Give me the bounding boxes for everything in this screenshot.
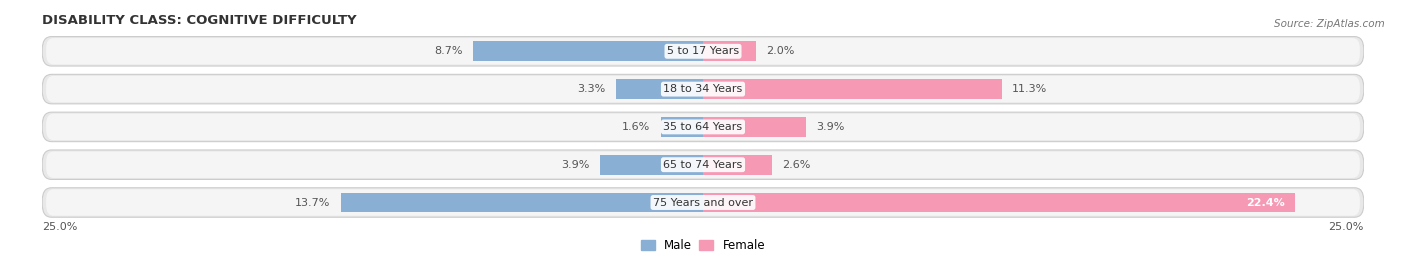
- Bar: [703, 155, 772, 174]
- Bar: [616, 79, 703, 99]
- Text: 25.0%: 25.0%: [1329, 222, 1364, 232]
- Legend: Male, Female: Male, Female: [636, 235, 770, 257]
- Bar: [703, 42, 756, 61]
- Text: 2.6%: 2.6%: [782, 160, 811, 170]
- FancyBboxPatch shape: [42, 150, 1364, 180]
- Text: 18 to 34 Years: 18 to 34 Years: [664, 84, 742, 94]
- Text: 11.3%: 11.3%: [1012, 84, 1047, 94]
- Text: 2.0%: 2.0%: [766, 46, 794, 56]
- Text: 75 Years and over: 75 Years and over: [652, 197, 754, 208]
- Text: 1.6%: 1.6%: [621, 122, 650, 132]
- Text: DISABILITY CLASS: COGNITIVE DIFFICULTY: DISABILITY CLASS: COGNITIVE DIFFICULTY: [42, 14, 357, 27]
- Bar: [472, 42, 703, 61]
- Bar: [340, 193, 703, 212]
- Text: 3.3%: 3.3%: [576, 84, 605, 94]
- FancyBboxPatch shape: [42, 36, 1364, 66]
- Text: 35 to 64 Years: 35 to 64 Years: [664, 122, 742, 132]
- Bar: [703, 79, 1001, 99]
- FancyBboxPatch shape: [42, 74, 1364, 104]
- Bar: [661, 117, 703, 137]
- FancyBboxPatch shape: [46, 38, 1360, 65]
- Text: 3.9%: 3.9%: [817, 122, 845, 132]
- FancyBboxPatch shape: [46, 189, 1360, 216]
- Text: 25.0%: 25.0%: [42, 222, 77, 232]
- Bar: [600, 155, 703, 174]
- Text: 65 to 74 Years: 65 to 74 Years: [664, 160, 742, 170]
- Text: 22.4%: 22.4%: [1246, 197, 1285, 208]
- FancyBboxPatch shape: [42, 112, 1364, 142]
- Text: 13.7%: 13.7%: [295, 197, 330, 208]
- Text: Source: ZipAtlas.com: Source: ZipAtlas.com: [1274, 19, 1385, 29]
- Bar: [703, 193, 1295, 212]
- FancyBboxPatch shape: [46, 76, 1360, 102]
- Text: 5 to 17 Years: 5 to 17 Years: [666, 46, 740, 56]
- FancyBboxPatch shape: [42, 188, 1364, 217]
- Bar: [703, 117, 806, 137]
- FancyBboxPatch shape: [46, 114, 1360, 140]
- FancyBboxPatch shape: [46, 151, 1360, 178]
- Text: 8.7%: 8.7%: [434, 46, 463, 56]
- Text: 3.9%: 3.9%: [561, 160, 589, 170]
